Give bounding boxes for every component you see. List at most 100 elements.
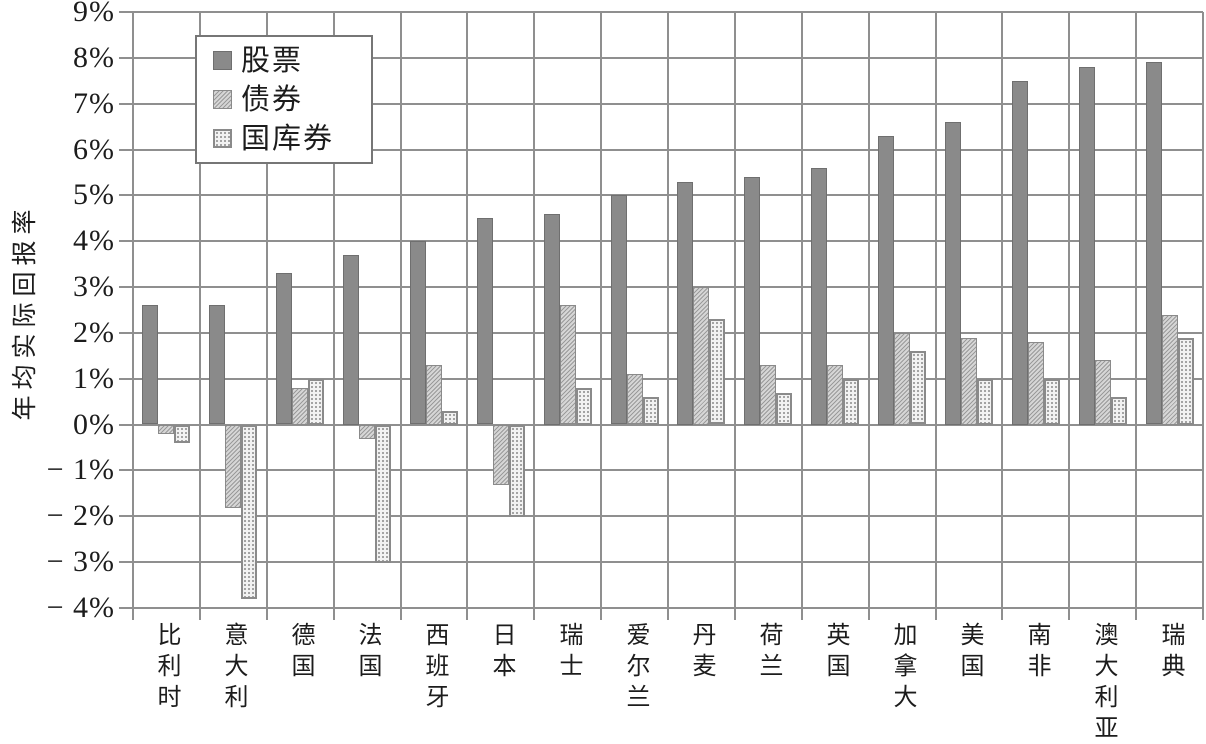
x-category-label: 南非 — [1023, 622, 1049, 684]
x-category-label: 法国 — [354, 622, 380, 684]
x-category-label: 瑞士 — [555, 622, 581, 684]
gridline-v — [333, 12, 335, 608]
bar-bonds — [225, 425, 241, 508]
y-axis-tick — [119, 424, 133, 426]
y-tick-label: 8% — [73, 41, 115, 74]
y-axis-tick — [119, 469, 133, 471]
x-category-label: 意大利 — [220, 622, 246, 715]
gridline-v — [1135, 12, 1137, 608]
bar-stocks — [544, 214, 560, 425]
y-axis-tick — [119, 561, 133, 563]
y-tick-label: 7% — [73, 87, 115, 120]
bar-stocks — [1146, 62, 1162, 424]
gridline-v — [132, 12, 134, 608]
bar-bonds — [894, 333, 910, 425]
y-tick-label: − 2% — [46, 499, 115, 532]
bar-bills — [509, 425, 525, 517]
y-tick-label: 4% — [73, 224, 115, 257]
y-axis-tick — [119, 194, 133, 196]
x-category-label: 西班牙 — [421, 622, 447, 715]
bar-stocks — [878, 136, 894, 425]
y-axis-tick — [119, 240, 133, 242]
legend-label: 国库券 — [241, 122, 335, 155]
gridline-v — [600, 12, 602, 608]
legend-item-stocks: 股票 — [213, 46, 371, 76]
legend: 股票 债券 国库券 — [195, 35, 373, 164]
x-axis-tick — [667, 608, 669, 620]
gridline-v — [801, 12, 803, 608]
bar-bills — [1044, 379, 1060, 425]
y-axis-tick — [119, 103, 133, 105]
x-category-label: 瑞典 — [1157, 622, 1183, 684]
bar-bills — [375, 425, 391, 563]
y-tick-label: 3% — [73, 270, 115, 303]
y-axis-tick — [119, 378, 133, 380]
gridline-v — [667, 12, 669, 608]
gridline-v — [1001, 12, 1003, 608]
bar-bonds — [1162, 315, 1178, 425]
gridline-v — [935, 12, 937, 608]
x-axis-tick — [132, 608, 134, 620]
bar-bills — [776, 393, 792, 425]
y-axis-tick — [119, 332, 133, 334]
x-axis-tick — [266, 608, 268, 620]
x-axis-tick — [400, 608, 402, 620]
bar-bills — [442, 411, 458, 425]
x-category-label: 日本 — [488, 622, 514, 684]
bar-bills — [241, 425, 257, 599]
bar-stocks — [142, 305, 158, 424]
x-axis-tick — [1135, 608, 1137, 620]
y-tick-label: 9% — [73, 0, 115, 28]
gridline-v — [734, 12, 736, 608]
y-axis-tick — [119, 515, 133, 517]
x-axis-tick — [333, 608, 335, 620]
x-axis-tick — [600, 608, 602, 620]
legend-item-bills: 国库券 — [213, 124, 371, 154]
x-axis-tick — [734, 608, 736, 620]
bar-bonds — [627, 374, 643, 424]
legend-label: 债券 — [241, 83, 304, 116]
bar-stocks — [276, 273, 292, 424]
bar-bonds — [359, 425, 375, 439]
y-axis-tick — [119, 11, 133, 13]
bar-bills — [1178, 338, 1194, 425]
x-axis-tick — [533, 608, 535, 620]
x-axis-tick — [1068, 608, 1070, 620]
bar-bonds — [1095, 360, 1111, 424]
x-category-label: 丹麦 — [688, 622, 714, 684]
bar-bonds — [961, 338, 977, 425]
x-category-label: 爱尔兰 — [622, 622, 648, 715]
bar-stocks — [1079, 67, 1095, 425]
bar-stocks — [945, 122, 961, 425]
gridline-v — [199, 12, 201, 608]
bar-bonds — [158, 425, 174, 434]
y-tick-label: − 4% — [46, 591, 115, 624]
x-axis-tick — [868, 608, 870, 620]
bar-bonds — [1028, 342, 1044, 425]
gridline-v — [1068, 12, 1070, 608]
bar-stocks — [1012, 81, 1028, 425]
bar-bonds — [426, 365, 442, 425]
bar-bills — [1111, 397, 1127, 425]
bar-bonds — [292, 388, 308, 425]
bar-bills — [843, 379, 859, 425]
y-tick-label: 1% — [73, 362, 115, 395]
y-tick-label: 0% — [73, 408, 115, 441]
x-category-label: 英国 — [822, 622, 848, 684]
y-axis-tick — [119, 57, 133, 59]
bar-bonds — [693, 287, 709, 425]
bar-stocks — [343, 255, 359, 425]
x-axis-tick — [801, 608, 803, 620]
x-category-label: 比利时 — [153, 622, 179, 715]
gridline-v — [266, 12, 268, 608]
gridline-v — [466, 12, 468, 608]
y-axis-tick — [119, 286, 133, 288]
bar-bonds — [760, 365, 776, 425]
x-category-label: 德国 — [287, 622, 313, 684]
gridline-v — [1202, 12, 1204, 608]
y-axis-title: 年均实际回报率 — [12, 203, 39, 421]
y-axis-tick — [119, 607, 133, 609]
bar-stocks — [209, 305, 225, 424]
x-axis-tick — [935, 608, 937, 620]
bar-stocks — [744, 177, 760, 425]
